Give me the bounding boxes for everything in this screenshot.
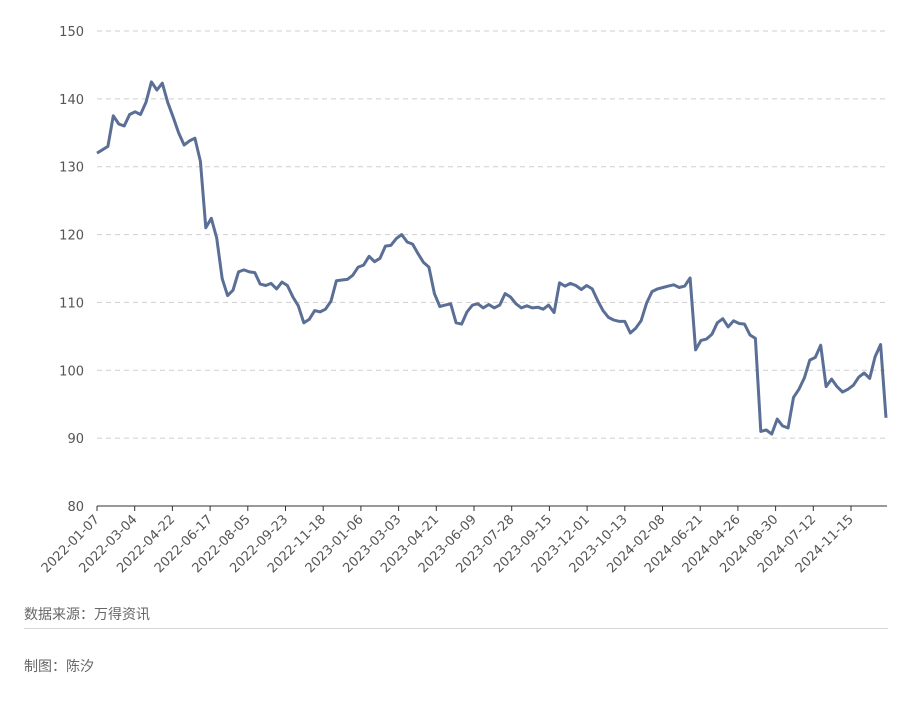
y-tick-label: 140	[59, 93, 84, 108]
y-tick-label: 90	[67, 432, 84, 447]
y-tick-label: 120	[59, 229, 84, 244]
x-axis-ticks: 2022-01-072022-03-042022-04-222022-06-17…	[39, 506, 857, 576]
source-note: 数据来源：万得资讯	[24, 607, 150, 623]
author-note: 制图：陈汐	[24, 659, 94, 675]
y-axis-ticks: 80 90 100 110 120 130 140 150	[59, 25, 84, 515]
y-tick-label: 110	[59, 296, 84, 311]
divider	[24, 628, 888, 629]
y-tick-label: 150	[59, 25, 84, 40]
y-tick-label: 100	[59, 364, 84, 379]
y-tick-label: 130	[59, 161, 84, 176]
y-tick-label: 80	[67, 500, 84, 515]
line-chart: 80 90 100 110 120 130 140 150 2022-01-072022-03…	[39, 25, 888, 576]
series-line	[96, 80, 888, 436]
gridlines	[97, 30, 887, 439]
